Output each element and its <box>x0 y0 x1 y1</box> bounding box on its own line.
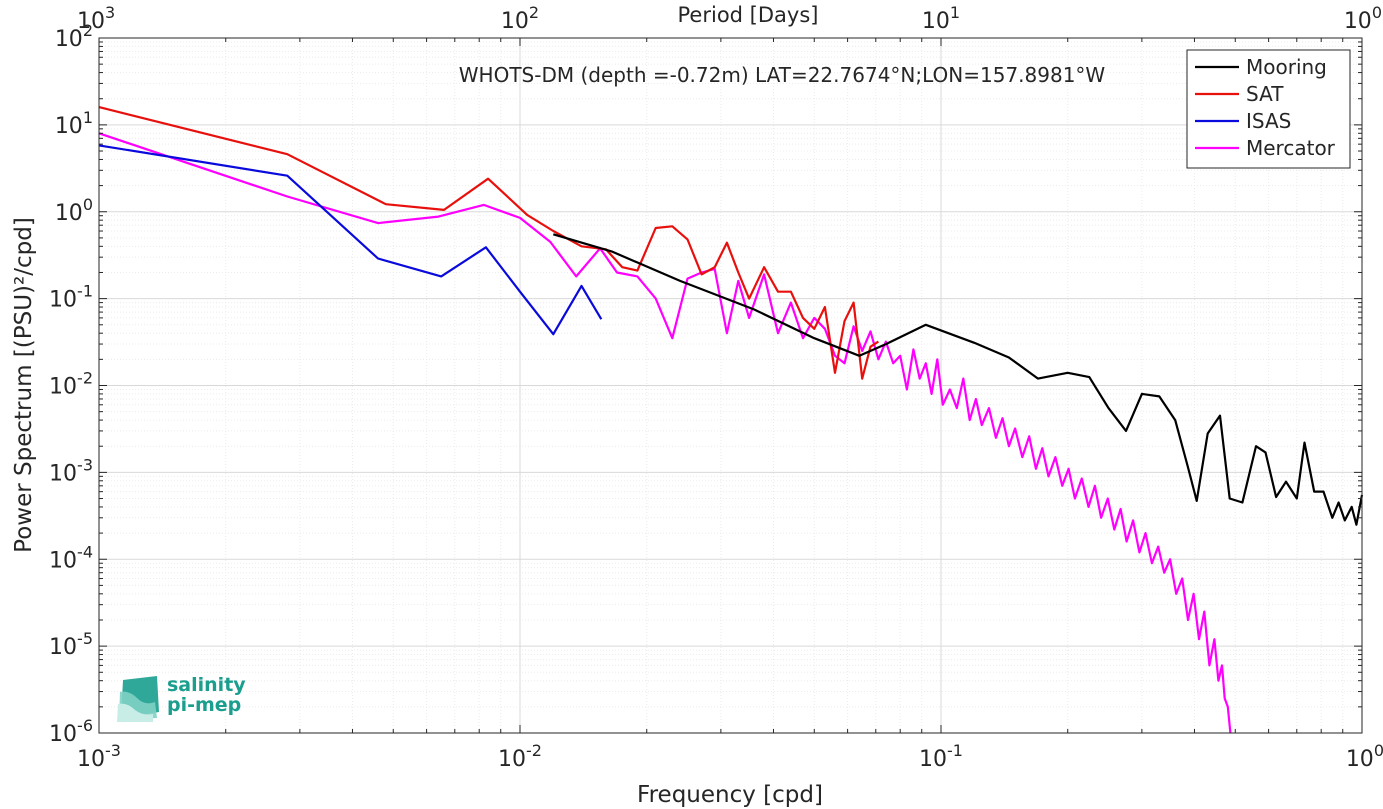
y-tick-label-base: 10 <box>49 635 77 660</box>
y-tick-label-exponent: -4 <box>77 542 93 561</box>
salinity-pi-mep-logo: salinity pi-mep <box>117 672 247 722</box>
x-tick-label-base: 10 <box>498 747 526 772</box>
y-tick-label-exponent: -5 <box>77 629 93 648</box>
y-tick-label-base: 10 <box>49 375 77 400</box>
top-x-tick-label-base: 10 <box>77 9 105 34</box>
top-x-tick-label: 100 <box>1344 3 1382 34</box>
y-tick-label-base: 10 <box>49 461 77 486</box>
wave-logo-icon <box>117 676 159 722</box>
chart-title: WHOTS-DM (depth =-0.72m) LAT=22.7674°N;L… <box>459 63 1106 87</box>
y-tick-label-exponent: 2 <box>83 21 93 40</box>
legend-label-isas: ISAS <box>1246 109 1291 133</box>
y-tick-label: 101 <box>55 108 93 139</box>
top-x-tick-label-exponent: 0 <box>1372 3 1382 22</box>
y-tick-label-base: 10 <box>49 548 77 573</box>
grid-lines <box>98 38 1362 734</box>
series-line-sat <box>98 106 879 380</box>
y-tick-label: 10-4 <box>49 542 93 573</box>
legend: Mooring SAT ISAS Mercator <box>1186 49 1351 169</box>
y-tick-label-base: 10 <box>49 288 77 313</box>
y-tick-label: 10-2 <box>49 369 93 400</box>
top-x-tick-label-base: 10 <box>922 9 950 34</box>
top-x-tick-label: 102 <box>501 3 539 34</box>
x-tick-label-base: 10 <box>77 747 105 772</box>
x-axis-label: Frequency [cpd] <box>637 782 823 808</box>
series-line-mercator <box>98 132 1232 734</box>
top-x-tick-label-exponent: 1 <box>950 3 960 22</box>
y-tick-label-exponent: 0 <box>83 195 93 214</box>
x-tick-label-base: 10 <box>919 747 947 772</box>
y-tick-label-exponent: 1 <box>83 108 93 127</box>
x-tick-label-exponent: -3 <box>105 741 121 760</box>
x-tick-label-base: 10 <box>1346 747 1374 772</box>
y-tick-label-exponent: -3 <box>77 455 93 474</box>
logo-text-line1: salinity <box>167 674 246 696</box>
top-x-axis-label: Period [Days] <box>678 3 819 27</box>
logo-text-line2: pi-mep <box>167 694 242 716</box>
y-tick-label: 102 <box>55 21 93 52</box>
y-tick-label-exponent: -2 <box>77 369 93 388</box>
series-line-mooring <box>552 233 1364 526</box>
x-tick-label-exponent: -2 <box>526 741 542 760</box>
series-line-isas <box>98 144 603 336</box>
y-tick-label: 10-5 <box>49 629 93 660</box>
y-tick-label: 10-6 <box>49 716 93 747</box>
y-tick-label-base: 10 <box>55 114 83 139</box>
y-tick-label: 100 <box>55 195 93 226</box>
y-tick-label-exponent: -1 <box>77 282 93 301</box>
x-tick-label-exponent: -1 <box>947 741 963 760</box>
top-x-tick-label-exponent: 2 <box>529 3 539 22</box>
top-x-tick-label: 103 <box>77 3 115 34</box>
legend-label-mooring: Mooring <box>1246 55 1327 79</box>
tick-labels: 10-3 10-2 10-1 10010-610-510-410-310-210-11… <box>49 21 1383 772</box>
y-tick-label-base: 10 <box>55 201 83 226</box>
x-tick-label-exponent: 0 <box>1374 741 1383 760</box>
top-tick-labels: 103 102 101 100 <box>77 3 1382 34</box>
legend-label-mercator: Mercator <box>1246 136 1336 160</box>
y-tick-label-exponent: -6 <box>77 716 93 735</box>
y-axis-label: Power Spectrum [(PSU)²/cpd] <box>11 217 37 553</box>
x-tick-label: 10-3 <box>77 741 121 772</box>
y-tick-label-base: 10 <box>55 27 83 52</box>
series-layer <box>98 106 1364 734</box>
tick-marks <box>98 37 1363 734</box>
top-x-tick-label-base: 10 <box>1344 9 1372 34</box>
y-tick-label: 10-1 <box>49 282 93 313</box>
top-x-tick-label-base: 10 <box>501 9 529 34</box>
x-tick-label: 10-1 <box>919 741 963 772</box>
top-x-tick-label: 101 <box>922 3 960 34</box>
y-tick-label-base: 10 <box>49 722 77 747</box>
top-x-tick-label-exponent: 3 <box>105 3 115 22</box>
x-tick-label: 100 <box>1346 741 1383 772</box>
legend-label-sat: SAT <box>1246 82 1284 106</box>
x-tick-label: 10-2 <box>498 741 542 772</box>
y-tick-label: 10-3 <box>49 455 93 486</box>
